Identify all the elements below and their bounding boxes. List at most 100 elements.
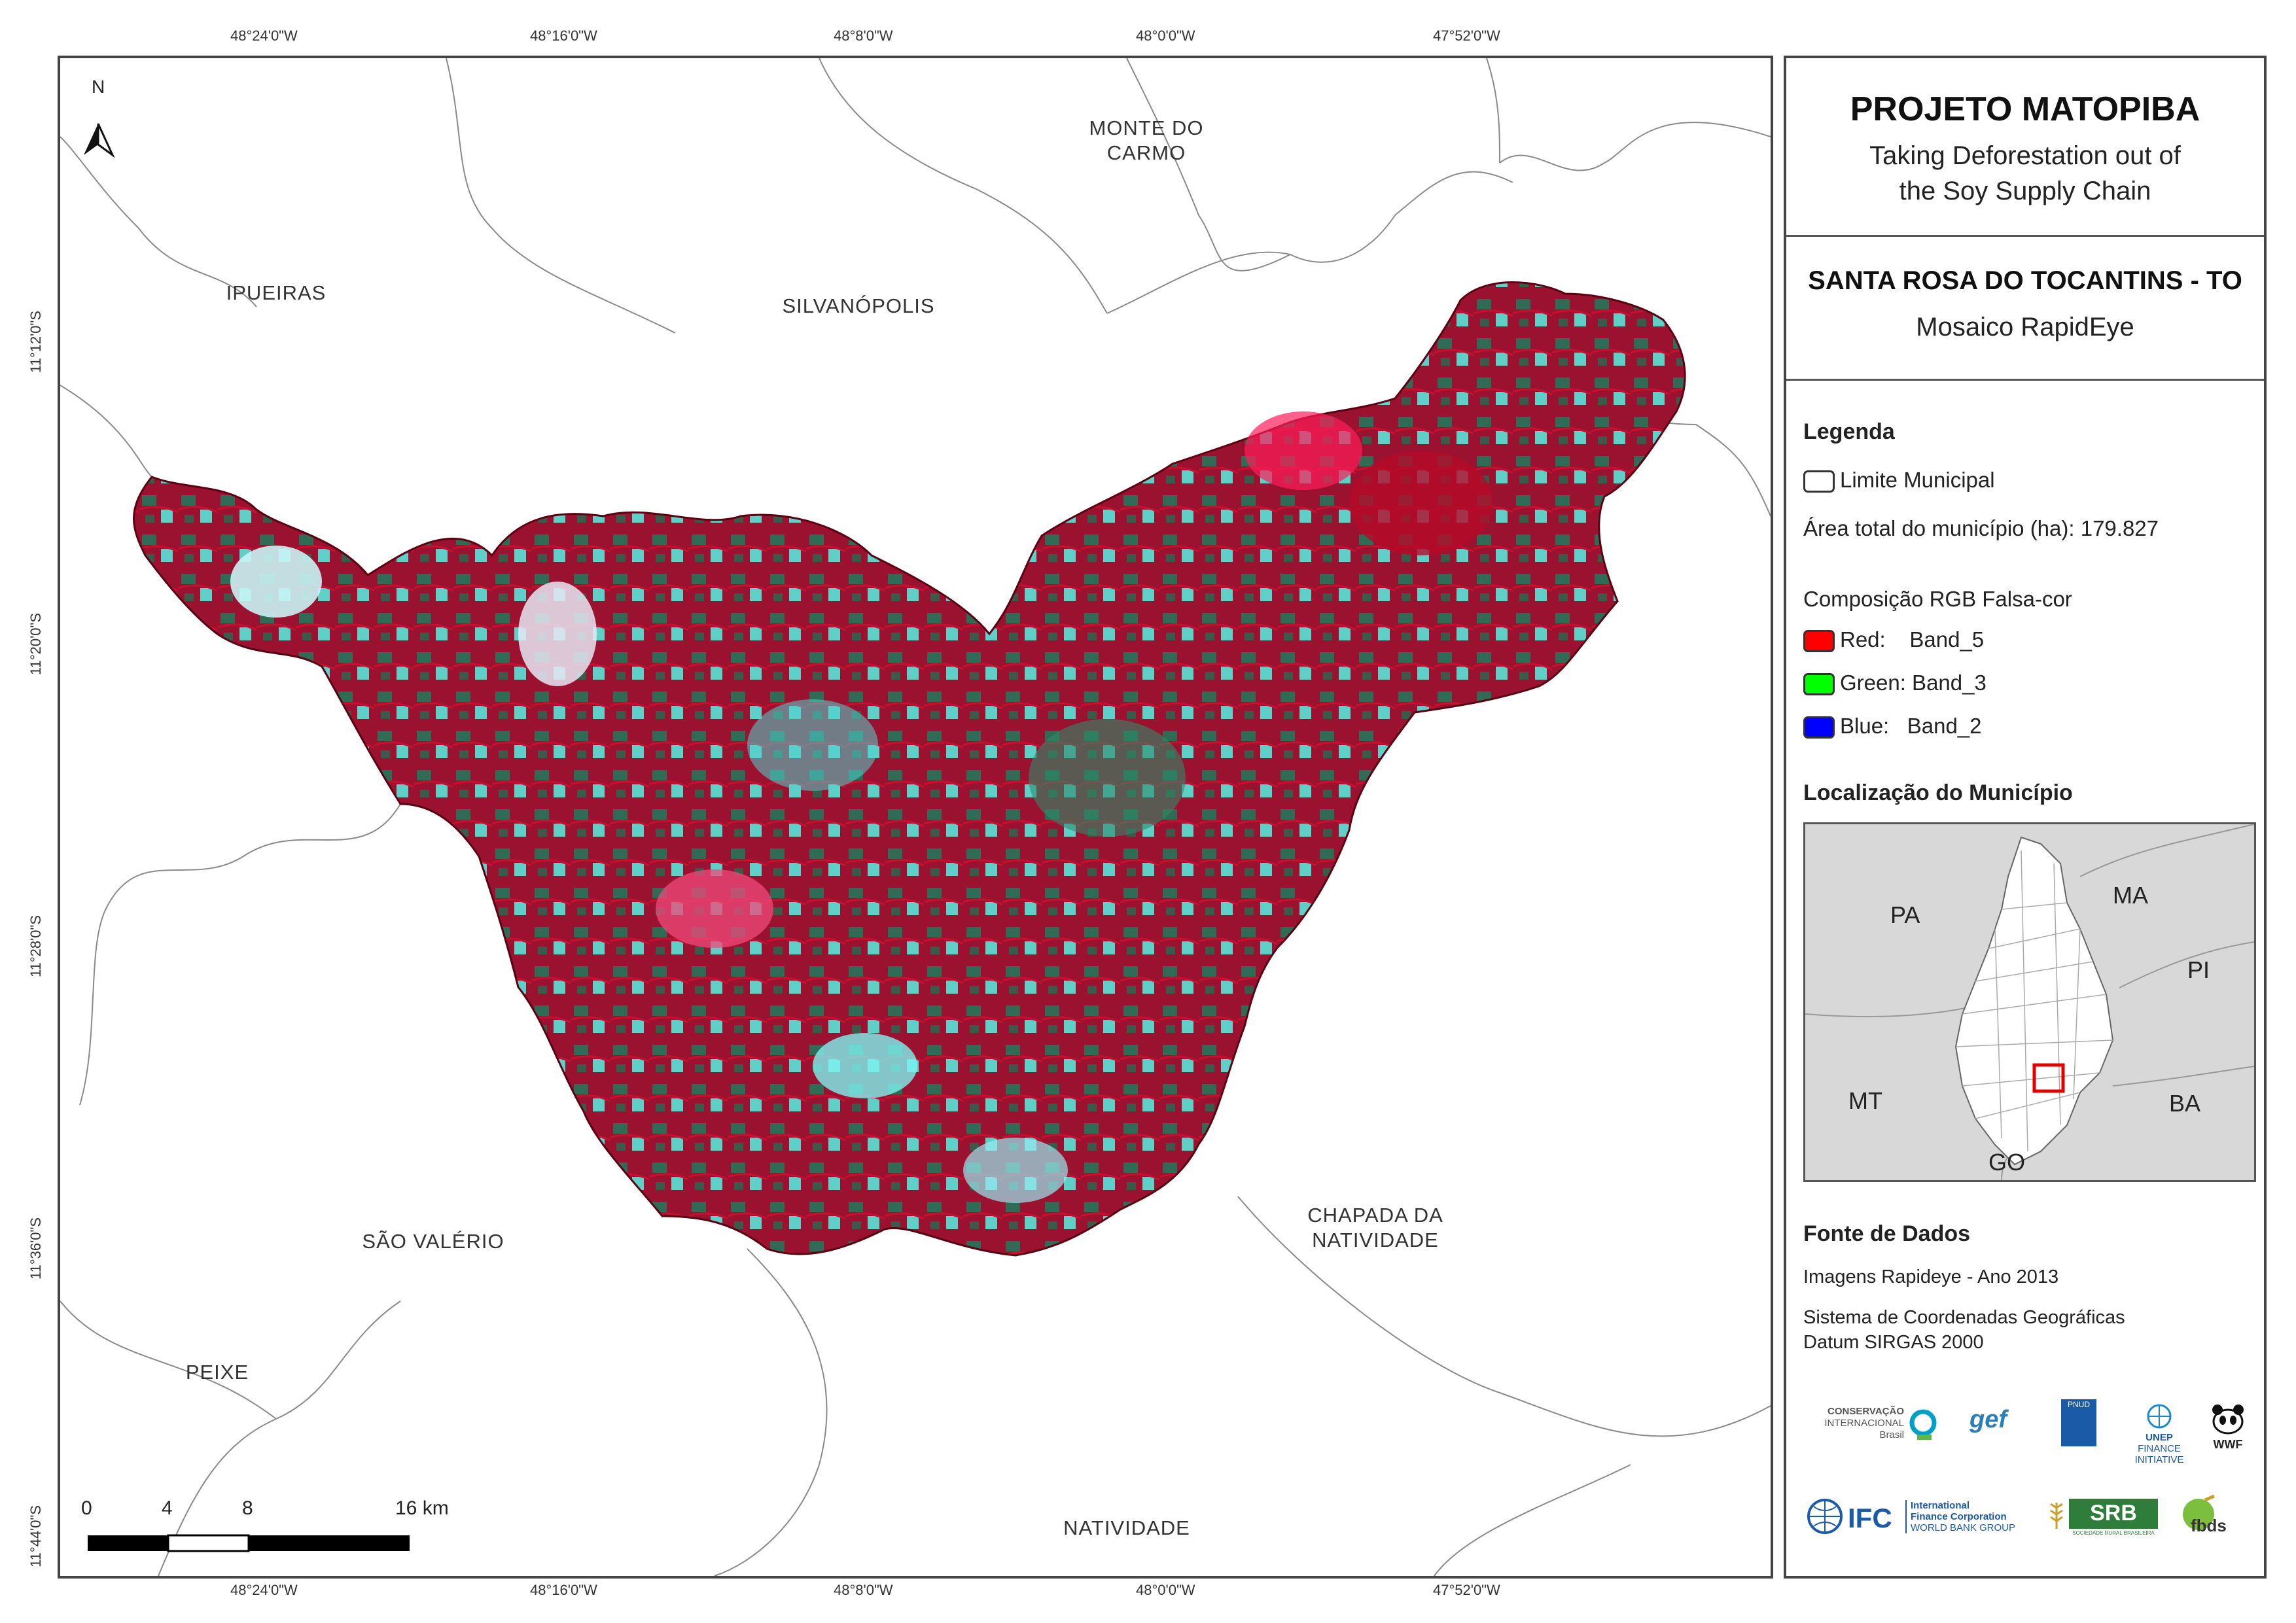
inset-map-canvas xyxy=(1805,824,2254,1180)
ifc-text-2: Finance Corporation xyxy=(1911,1511,2007,1522)
scale-label-8: 8 xyxy=(242,1497,253,1519)
sources-title: Fonte de Dados xyxy=(1803,1221,1971,1246)
undp-text: PNUD xyxy=(2067,1400,2090,1409)
coord-top-3: 48°8'0"W xyxy=(834,27,893,44)
coord-bottom-5: 47°52'0"W xyxy=(1433,1582,1500,1598)
ci-ring-icon xyxy=(1909,1409,1937,1440)
scale-bar xyxy=(88,1534,410,1552)
coord-top-4: 48°0'0"W xyxy=(1136,27,1195,44)
location-title: Localização do Município xyxy=(1803,780,2073,805)
coord-left-5: 11°44'0"S xyxy=(27,1505,44,1567)
coord-bottom-3: 48°8'0"W xyxy=(834,1582,893,1598)
unep-globe-icon xyxy=(2147,1404,2172,1429)
north-arrow xyxy=(84,123,115,158)
source-coordinates: Sistema de Coordenadas Geográficas xyxy=(1803,1307,2125,1328)
srb-text: SRB xyxy=(2090,1501,2137,1526)
scale-label-4: 4 xyxy=(162,1497,173,1519)
place-peixe: PEIXE xyxy=(185,1361,249,1384)
logo-ifc-text: International Finance Corporation WORLD … xyxy=(1905,1500,2015,1533)
legend-limit-label: Limite Municipal xyxy=(1840,468,1995,492)
coord-left-2: 11°20'0"S xyxy=(27,612,44,675)
red-swatch-icon xyxy=(1803,630,1835,653)
coord-left-1: 11°12'0"S xyxy=(27,310,44,373)
project-subtitle-2: the Soy Supply Chain xyxy=(1899,177,2151,205)
inset-location-map[interactable]: PA MA PI MT BA GO xyxy=(1803,822,2256,1182)
place-silvanopolis: SILVANÓPOLIS xyxy=(782,294,935,317)
unep-text-3: INITIATIVE xyxy=(2134,1454,2184,1465)
scale-label-0: 0 xyxy=(81,1497,92,1519)
logo-conservacao-internacional: CONSERVAÇÃO INTERNACIONAL Brasil xyxy=(1806,1406,1904,1441)
wwf-text: WWF xyxy=(2213,1438,2243,1451)
area-total: Área total do município (ha): 179.827 xyxy=(1803,516,2159,540)
blue-swatch-icon xyxy=(1803,716,1835,739)
ifc-text-3: WORLD BANK GROUP xyxy=(1911,1522,2016,1533)
ifc-globe-icon xyxy=(1807,1499,1843,1534)
coord-left-3: 11°28'0"S xyxy=(27,915,44,977)
coord-top-1: 48°24'0"W xyxy=(230,27,298,44)
place-ipueiras: IPUEIRAS xyxy=(226,281,327,304)
band-blue-item: Blue: Band_2 xyxy=(1803,714,1982,739)
ci-text-1: CONSERVAÇÃO xyxy=(1828,1406,1904,1417)
ci-text-2: INTERNACIONAL xyxy=(1824,1418,1904,1429)
logo-wwf: WWF xyxy=(2205,1402,2251,1452)
unep-text-1: UNEP xyxy=(2146,1432,2173,1443)
panel-separator xyxy=(1786,379,2264,381)
inset-label-ba: BA xyxy=(2169,1090,2201,1117)
north-label: N xyxy=(92,77,105,97)
rgb-title: Composição RGB Falsa-cor xyxy=(1803,587,2072,611)
band-green-item: Green: Band_3 xyxy=(1803,671,1987,696)
location-marker xyxy=(2032,1063,2065,1093)
logo-gef: gef xyxy=(1969,1406,2007,1433)
tocantins-state xyxy=(1954,836,2114,1166)
neighbour-boundaries xyxy=(60,58,1771,1576)
unep-text-2: FINANCE xyxy=(2138,1443,2181,1454)
coord-bottom-4: 48°0'0"W xyxy=(1136,1582,1195,1598)
inset-label-pi: PI xyxy=(2187,956,2210,983)
project-subtitle-1: Taking Deforestation out of xyxy=(1869,141,2181,170)
place-chapada-da-natividade: CHAPADA DA NATIVIDADE xyxy=(1307,1204,1443,1251)
municipality-title: SANTA ROSA DO TOCANTINS - TO xyxy=(1808,266,2242,295)
place-monte-do-carmo: MONTE DO CARMO xyxy=(1089,116,1204,164)
source-datum: Datum SIRGAS 2000 xyxy=(1803,1332,1984,1353)
limit-swatch-icon xyxy=(1803,470,1835,493)
inset-label-pa: PA xyxy=(1890,901,1920,928)
coord-top-5: 47°52'0"W xyxy=(1433,27,1500,44)
ci-text-3: Brasil xyxy=(1879,1429,1904,1440)
map-frame[interactable]: N MONTE DO CARMO IPUEIRAS SILVANÓPOLIS C… xyxy=(58,56,1773,1579)
legend-title: Legenda xyxy=(1803,419,1895,444)
coord-top-2: 48°16'0"W xyxy=(530,27,597,44)
project-title: PROJETO MATOPIBA xyxy=(1850,90,2200,128)
mosaic-title: Mosaico RapidEye xyxy=(1916,313,2134,341)
logo-fbds: fbds xyxy=(2191,1516,2227,1535)
band-green-label: Green: Band_3 xyxy=(1840,671,1987,695)
place-natividade: NATIVIDADE xyxy=(1063,1516,1190,1539)
wwf-panda-icon xyxy=(2212,1405,2244,1435)
inset-label-go: GO xyxy=(1988,1149,2026,1176)
coord-left-4: 11°36'0"S xyxy=(27,1217,44,1280)
coord-bottom-2: 48°16'0"W xyxy=(530,1582,597,1598)
legend-limit-item: Limite Municipal xyxy=(1803,468,1995,493)
fbds-leaf-icon xyxy=(2183,1494,2215,1530)
logo-ifc: IFC xyxy=(1848,1503,1892,1533)
band-red-item: Red: Band_5 xyxy=(1803,627,1985,653)
place-sao-valerio: SÃO VALÉRIO xyxy=(362,1230,504,1253)
inset-label-ma: MA xyxy=(2113,882,2148,909)
scale-label-16km: 16 km xyxy=(395,1497,449,1519)
ifc-text-1: International xyxy=(1911,1500,1970,1511)
vegetation-highlights xyxy=(230,411,1493,1203)
municipality-polygon[interactable] xyxy=(133,281,1686,1257)
srb-subtitle: SOCIEDADE RURAL BRASILEIRA xyxy=(2072,1530,2155,1536)
srb-wheat-icon xyxy=(2050,1503,2063,1529)
panel-separator xyxy=(1786,235,2264,237)
source-images: Imagens Rapideye - Ano 2013 xyxy=(1803,1266,2059,1287)
logo-unep-fi: UNEP FINANCE INITIATIVE xyxy=(2133,1403,2185,1465)
logo-srb: SRB xyxy=(2069,1499,2158,1529)
band-red-label: Red: Band_5 xyxy=(1840,627,1985,652)
map-canvas[interactable] xyxy=(60,58,1771,1576)
band-blue-label: Blue: Band_2 xyxy=(1840,714,1982,738)
coord-bottom-1: 48°24'0"W xyxy=(230,1582,298,1598)
legend-panel: PROJETO MATOPIBA Taking Deforestation ou… xyxy=(1784,56,2267,1579)
green-swatch-icon xyxy=(1803,673,1835,696)
inset-label-mt: MT xyxy=(1848,1087,1882,1114)
logo-undp: PNUD xyxy=(2061,1399,2096,1446)
